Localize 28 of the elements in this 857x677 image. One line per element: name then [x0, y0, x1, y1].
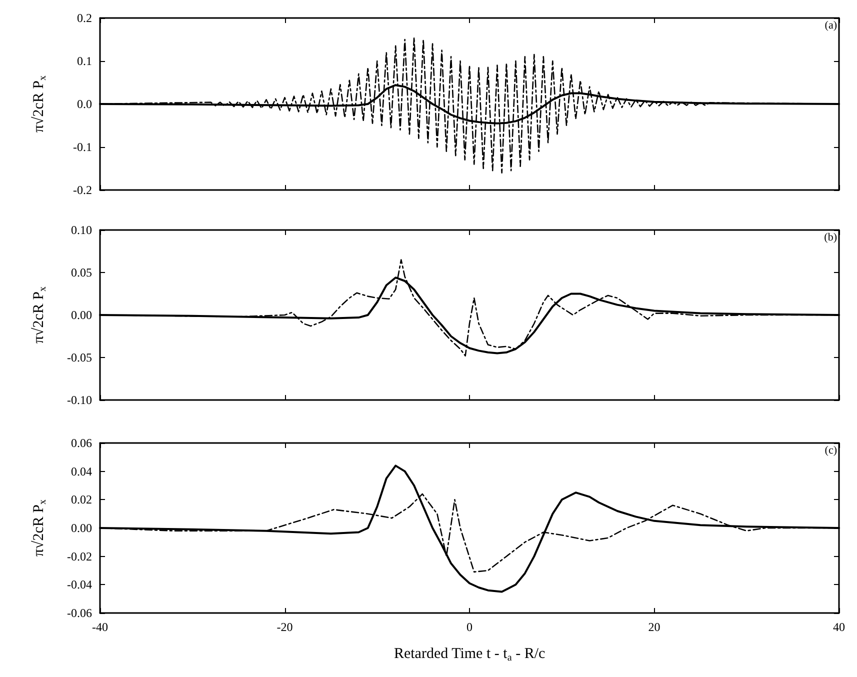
y-axis-title: π√2cR Px: [31, 499, 48, 557]
annotation: (b): [824, 232, 838, 244]
y-axis-title: π√2cR Px: [31, 286, 48, 344]
y-tick-label: -0.04: [67, 578, 92, 592]
y-tick-label: -0.1: [73, 140, 92, 154]
x-tick-label: 0: [466, 620, 472, 634]
y-tick-label: -0.10: [67, 393, 92, 407]
y-tick-label: -0.2: [73, 183, 92, 197]
y-tick-label: 0.10: [71, 223, 92, 237]
x-tick-label: -40: [92, 620, 108, 634]
y-tick-label: -0.02: [67, 549, 92, 564]
y-tick-label: 0.2: [77, 11, 92, 25]
annotation: (a): [824, 20, 838, 32]
y-tick-label: 0.04: [71, 464, 92, 478]
y-tick-label: 0.00: [71, 308, 92, 322]
x-tick-label: -20: [276, 620, 293, 634]
y-tick-label: 0.05: [71, 266, 92, 280]
y-tick-label: -0.06: [67, 606, 92, 620]
x-tick-label: 40: [833, 620, 845, 634]
y-tick-label: 0.06: [71, 436, 92, 450]
annotation: (c): [824, 444, 838, 456]
y-tick-label: 0.00: [71, 521, 92, 535]
y-tick-label: 0.1: [77, 54, 92, 68]
y-axis-title: π√2cR Px: [31, 75, 48, 133]
y-tick-label: 0.0: [77, 97, 92, 111]
x-tick-label: 20: [648, 620, 660, 634]
y-tick-label: -0.05: [67, 350, 92, 364]
y-tick-label: 0.02: [71, 492, 92, 507]
